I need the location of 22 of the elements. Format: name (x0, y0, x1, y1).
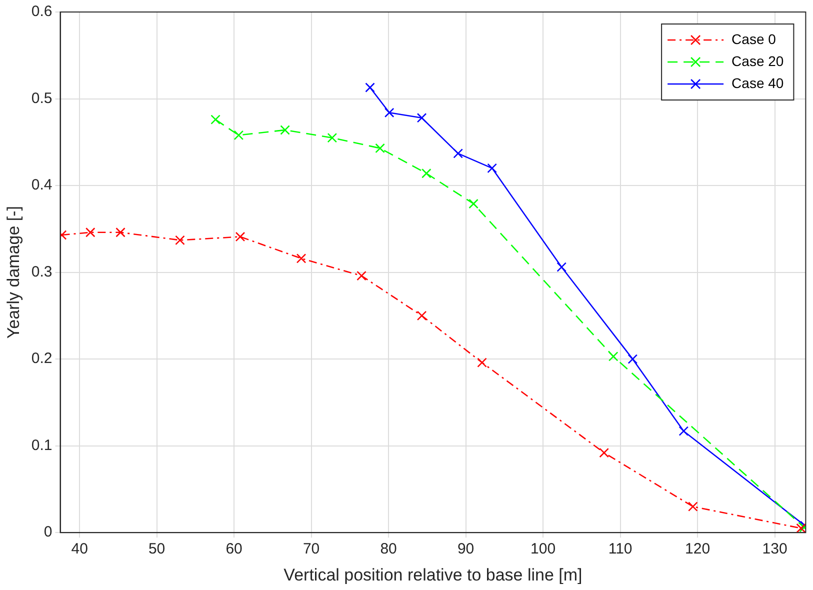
legend-label: Case 0 (732, 30, 776, 47)
y-tick-label: 0.4 (31, 176, 52, 194)
x-tick-label: 60 (226, 540, 242, 558)
y-tick-label: 0.5 (31, 90, 52, 107)
x-tick-label: 130 (762, 540, 788, 558)
y-tick-label: 0.6 (31, 3, 52, 20)
x-tick-label: 40 (71, 540, 88, 558)
x-axis-title: Vertical position relative to base line [m] (284, 565, 582, 584)
y-tick-label: 0.2 (31, 350, 52, 368)
x-tick-label: 120 (685, 540, 710, 558)
y-tick-label: 0.3 (31, 263, 52, 280)
x-tick-label: 100 (530, 540, 556, 558)
x-tick-label: 50 (148, 540, 166, 558)
y-tick-label: 0.1 (31, 436, 52, 454)
x-tick-label: 70 (302, 540, 320, 558)
x-tick-label: 110 (608, 540, 632, 558)
legend-label: Case 40 (732, 74, 784, 91)
y-axis-title: Yearly damage [-] (4, 206, 23, 339)
legend-label: Case 20 (732, 52, 784, 69)
x-tick-label: 90 (457, 540, 474, 558)
y-tick-label: 0 (44, 524, 52, 541)
x-tick-label: 80 (380, 540, 397, 558)
